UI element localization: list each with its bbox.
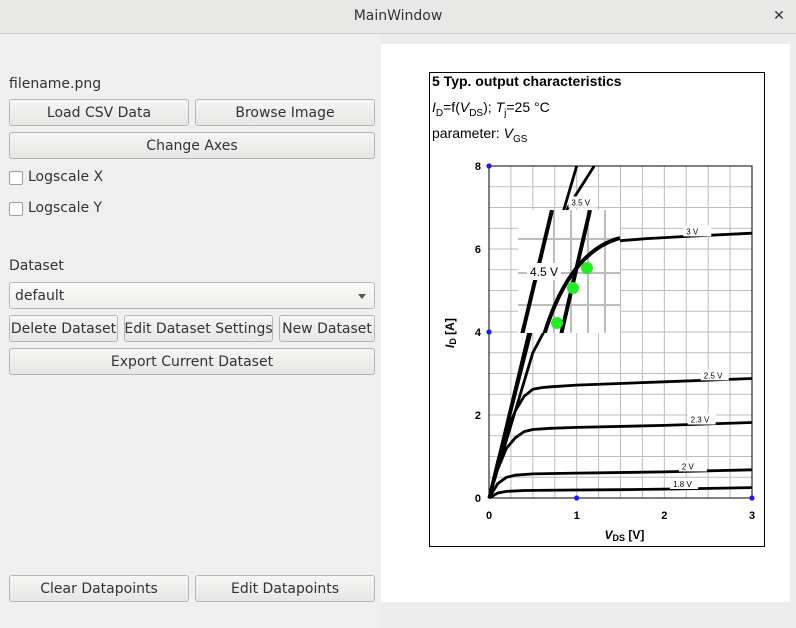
dataset-selected-value: default [15, 287, 65, 304]
formula-close: ); [483, 99, 496, 115]
logscale-x-checkbox[interactable] [9, 171, 23, 185]
x-tick-label: 0 [486, 510, 492, 522]
datapoint-marker [567, 282, 579, 294]
series-label-bg [683, 225, 712, 237]
control-panel: filename.png Load CSV Data Browse Image … [0, 35, 381, 628]
close-icon[interactable]: ✕ [773, 8, 785, 24]
edit-dataset-settings-button[interactable]: Edit Dataset Settings [124, 315, 273, 342]
change-axes-button[interactable]: Change Axes [9, 132, 375, 159]
calibration-marker [486, 163, 492, 169]
series-label-bg [568, 196, 597, 208]
x-axis-label: VDS [V] [605, 528, 645, 543]
export-dataset-button[interactable]: Export Current Dataset [9, 348, 375, 375]
formula-v: V [459, 99, 470, 115]
formula-j-sub: j [504, 107, 507, 119]
param-label: parameter: [432, 125, 504, 141]
datapoint-marker [581, 262, 593, 274]
title-bar: MainWindow ✕ [0, 0, 796, 34]
series-label: 2.3 V [691, 416, 710, 425]
zoom-label-bg [527, 263, 561, 280]
series-label: 3 V [686, 227, 699, 236]
series-label: 2 V [682, 462, 695, 471]
image-canvas[interactable]: 5 Typ. output characteristics ID=f(VDS);… [381, 44, 790, 602]
y-tick-label: 4 [475, 327, 482, 339]
formula-mid: =f( [443, 99, 460, 115]
chart-image[interactable]: 5 Typ. output characteristics ID=f(VDS);… [429, 72, 765, 547]
y-axis-label: ID [A] [443, 318, 458, 348]
browse-image-button[interactable]: Browse Image [195, 99, 375, 126]
series-label-bg [678, 460, 707, 472]
calibration-marker [574, 495, 580, 501]
delete-dataset-button[interactable]: Delete Dataset [9, 315, 118, 342]
chart-calibration [486, 163, 755, 501]
series-line [487, 468, 753, 499]
formula-ds-sub: DS [469, 107, 484, 119]
x-tick-label: 1 [574, 510, 580, 522]
zoom-label: 4.5 V [530, 265, 558, 279]
datapoint-marker [551, 317, 563, 329]
x-tick-label: 3 [749, 510, 755, 522]
chart-plot[interactable]: 0 1 2 3 0 2 4 6 8 VDS [V] ID [A] 1.8 V 2 V 2.3 V 2.5 V… [430, 73, 764, 546]
series-label-bg [670, 477, 699, 489]
y-tick-label: 8 [475, 161, 481, 173]
new-dataset-button[interactable]: New Dataset [279, 315, 375, 342]
chart-datapoints [551, 262, 593, 329]
y-tick-label: 0 [475, 493, 481, 505]
dataset-select[interactable]: default [9, 282, 375, 309]
dataset-label: Dataset [9, 258, 64, 274]
logscale-y-checkbox[interactable] [9, 202, 23, 216]
series-label-bg [687, 413, 716, 425]
calibration-marker [749, 495, 755, 501]
y-tick-label: 2 [475, 410, 481, 422]
series-label: 3.5 V [571, 199, 590, 208]
chart-subtitle: ID=f(VDS); Tj=25 °C [432, 99, 550, 119]
logscale-y-label: Logscale Y [28, 200, 103, 216]
window-title: MainWindow [353, 8, 443, 24]
edit-datapoints-button[interactable]: Edit Datapoints [195, 575, 375, 602]
formula-temp: =25 °C [506, 99, 550, 115]
param-v: V [503, 125, 513, 141]
series-label-bg [700, 369, 729, 381]
formula-d-sub: D [435, 107, 444, 119]
zoom-inset: 4.5 V [518, 210, 620, 333]
filename-label: filename.png [9, 76, 102, 92]
chart-title: 5 Typ. output characteristics [432, 73, 622, 89]
logscale-x-label: Logscale X [28, 169, 104, 185]
param-gs-sub: GS [512, 133, 528, 145]
formula-t: T [495, 99, 505, 115]
clear-datapoints-button[interactable]: Clear Datapoints [9, 575, 189, 602]
calibration-marker [486, 329, 492, 335]
series-line [488, 486, 753, 500]
chart-parameter: parameter: VGS [432, 125, 527, 145]
series-label: 1.8 V [673, 480, 692, 489]
y-tick-label: 6 [475, 244, 481, 256]
zoom-line-mid [559, 210, 592, 333]
series-label: 2.5 V [704, 371, 723, 380]
x-tick-label: 2 [661, 510, 667, 522]
chevron-down-icon [358, 294, 366, 299]
formula-i: I [432, 99, 436, 115]
load-csv-button[interactable]: Load CSV Data [9, 99, 189, 126]
